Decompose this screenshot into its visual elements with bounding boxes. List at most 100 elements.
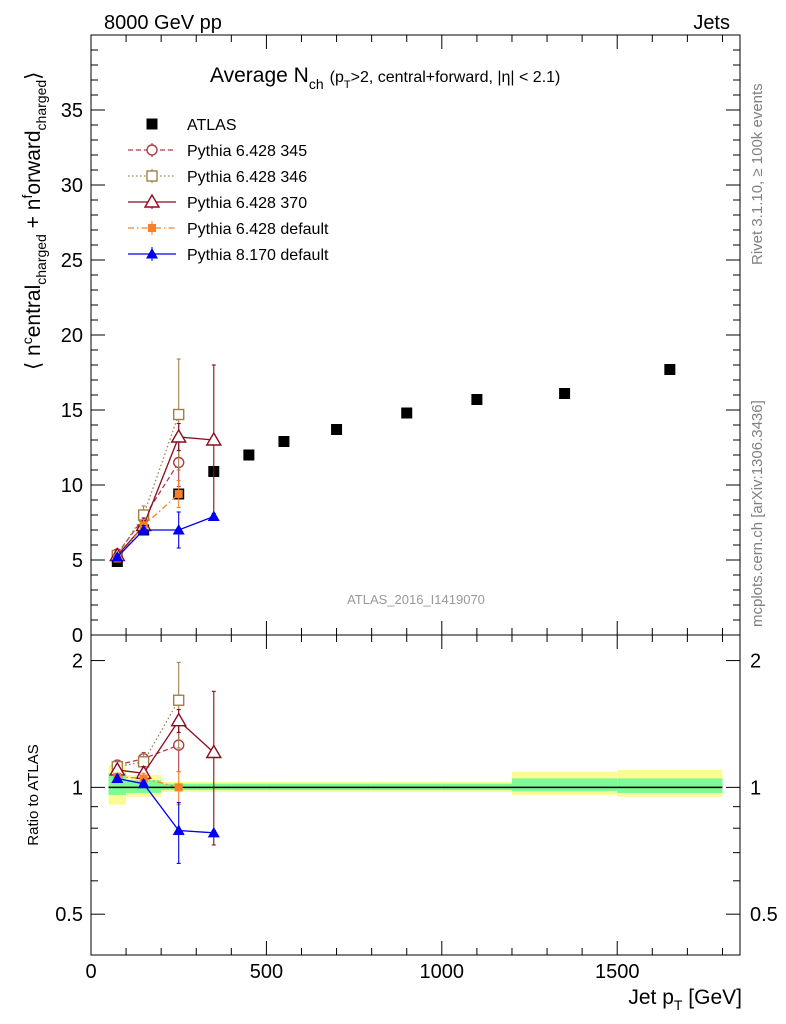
legend-label: Pythia 6.428 370 [187,195,307,212]
legend-marker [146,118,158,130]
main-y-tick-label: 10 [61,475,83,497]
main-y-tick-label: 20 [61,325,83,347]
y-label-open-bracket: ⟨ n [22,344,45,370]
main-atlas-point [243,449,255,461]
ratio-py6def-point [174,783,183,792]
legend-item-py345: Pythia 6.428 345 [128,143,307,160]
legend-marker [143,193,161,208]
y-label-central-word: entral [22,285,45,338]
legend-marker [148,224,156,232]
main-atlas-point [331,424,343,435]
x-tick-label: 500 [250,961,283,983]
legend: ATLAS Pythia 6.428 345 Pythia 6.428 346 Pyt… [128,117,329,264]
main-y-tick-label: 35 [61,100,83,122]
legend-label: Pythia 8.170 default [187,247,329,264]
main-series-py370 [109,364,223,562]
main-data-series [109,358,676,567]
legend-marker [146,248,158,259]
energy-label: 8000 GeV pp [104,12,222,34]
main-y-axis-label: ⟨ ncentralcharged + nforwardcharged⟩ [19,72,49,370]
main-py8def-line [116,515,215,558]
ratio-py8def-point [137,777,150,789]
ratio-py346-line [117,699,180,768]
main-py370-point [170,428,187,443]
main-py6def-point [174,490,183,498]
title-main: Average N [210,64,309,87]
x-tick-label: 1000 [420,961,465,983]
ratio-y-tick-label: 1 [72,777,83,799]
title-detail-post: >2, central+forward, |η| < 2.1) [351,69,561,86]
main-py370-line [116,436,214,556]
ratio-y-tick-label: 0.5 [55,904,83,926]
main-series-atlas [111,364,676,567]
chart-title: Average Nch (pT>2, central+forward, |η| <… [210,64,560,92]
ratio-py346-point [173,694,185,706]
ratio-py6def-line [117,776,179,789]
main-py8def-point [207,510,220,521]
mcplots-label: mcplots.cern.ch [arXiv:1306.3436] [749,400,766,627]
main-y-tick-label: 15 [61,400,83,422]
ratio-y-tick-label-right: 0.5 [750,904,778,926]
legend-item-py8def: Pythia 8.170 default [128,247,329,264]
main-atlas-point [471,394,483,405]
ratio-py370-point [205,744,223,759]
main-y-tick-label: 25 [61,250,83,272]
ratio-y-tick-label-right: 1 [750,777,761,799]
legend-item-py346: Pythia 6.428 346 [128,169,307,186]
y-label-forward-word: orward [22,130,45,194]
main-py345-line [116,462,180,555]
main-y-tick-label: 30 [61,175,83,197]
x-tick-label: 1500 [595,961,640,983]
main-atlas-point [278,436,290,447]
legend-marker [146,170,158,182]
main-series-py8def [111,510,220,562]
legend-label: Pythia 6.428 345 [187,143,307,160]
main-py8def-point [111,551,124,562]
x-tick-label: 0 [85,961,96,983]
ratio-py8def-point [111,772,124,783]
ratio-series-py370 [109,690,223,846]
x-axis-label: Jet pT [GeV] [628,986,742,1013]
ratio-y-tick-label: 2 [72,651,83,673]
main-py8def-point [172,524,185,535]
ratio-py8def-point [207,826,220,838]
main-y-tick-label: 0 [72,625,83,647]
ratio-py8def-line [117,777,214,834]
ratio-plot-frame [90,634,741,956]
y-label-central-sup: c [19,337,35,344]
main-atlas-point [664,364,676,375]
ratio-data-series [109,661,223,864]
ratio-py370-line [117,719,215,774]
main-y-tick-label: 5 [72,550,83,572]
main-atlas-point [559,388,571,399]
y-label-forward-sub: charged [33,80,49,131]
main-atlas-point [401,407,413,419]
ratio-y-tick-label-right: 2 [750,651,761,673]
legend-item-atlas: ATLAS [146,117,237,134]
x-label-subscript: T [674,997,683,1013]
main-py346-point [173,408,185,421]
title-detail-subscript: T [344,79,351,91]
y-label-plus: + n [22,199,45,235]
ratio-uncertainty-bands [108,765,723,805]
main-axis-ticks: 0 5 10 15 20 25 30 35 [61,34,740,647]
ratio-py370-point [170,712,187,727]
y-label-close-bracket: ⟩ [22,72,45,80]
legend-label: Pythia 6.428 346 [187,169,307,186]
title-detail-pre: (p [330,69,344,86]
category-label: Jets [693,12,730,34]
x-label-unit: [GeV] [682,986,742,1009]
legend-marker [146,144,158,156]
analysis-watermark: ATLAS_2016_I1419070 [347,592,485,607]
x-label-jet-p: Jet p [628,986,674,1009]
rivet-label: Rivet 3.1.10, ≥ 100k events [749,83,766,265]
ratio-series-py8def [111,772,220,864]
ratio-py8def-point [172,824,185,835]
ratio-band-inner [511,778,618,792]
main-py8def-point [137,524,150,535]
y-label-central-sub: charged [33,234,49,285]
ratio-y-axis-label: Ratio to ATLAS [25,744,42,845]
title-main-subscript: ch [309,76,324,92]
y-label-forward-sup: f [19,195,35,199]
